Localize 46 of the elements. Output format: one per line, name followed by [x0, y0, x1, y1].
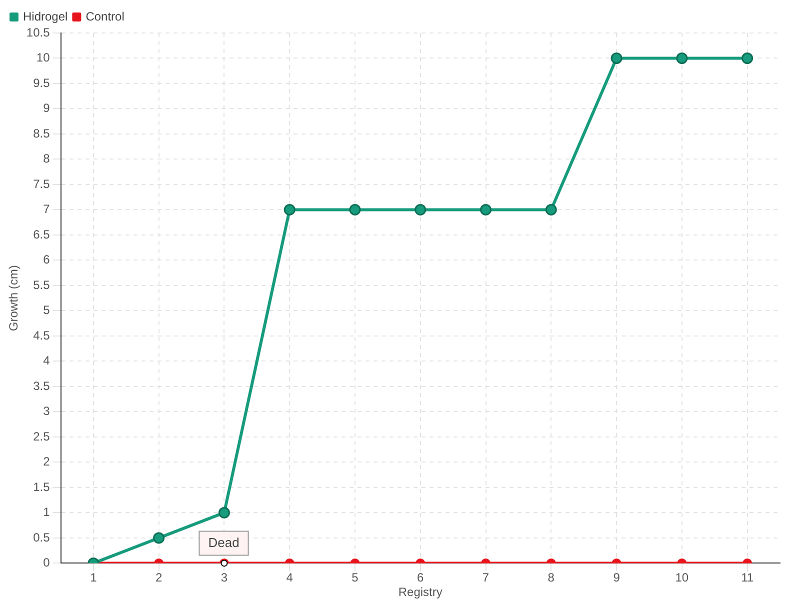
- y-tick-label: 3: [43, 404, 50, 418]
- x-tick-label: 4: [286, 570, 294, 585]
- y-tick-label: 6: [43, 252, 50, 267]
- y-tick-label: 3.5: [33, 378, 50, 393]
- x-tick-label: 11: [741, 570, 754, 585]
- y-axis-title: Growth (cm): [6, 265, 21, 332]
- point: [545, 204, 557, 216]
- point: [480, 204, 492, 216]
- point: [742, 52, 754, 64]
- y-tick-label: 10.5: [26, 25, 50, 40]
- point: [610, 52, 622, 64]
- point: [414, 204, 426, 216]
- y-tick-label: 0.5: [33, 530, 50, 544]
- y-tick-label: 1.5: [33, 480, 50, 494]
- x-axis-title: Registry: [398, 585, 442, 600]
- y-tick-label: 6.5: [33, 227, 50, 242]
- y-tick-label: 7.5: [33, 176, 50, 191]
- point: [676, 52, 688, 64]
- x-tick-label: 10: [675, 570, 689, 585]
- legend-label: Control: [86, 9, 124, 24]
- y-tick-label: 1: [43, 505, 50, 520]
- y-tick-label: 5.5: [33, 278, 50, 292]
- y-tick-label: 9.5: [33, 76, 50, 90]
- annotation: Dead: [208, 534, 240, 550]
- point: [349, 204, 361, 216]
- x-tick-label: 2: [155, 570, 162, 585]
- x-tick-label: 3: [220, 570, 228, 585]
- y-tick-label: 7: [43, 202, 50, 216]
- x-tick-label: 6: [417, 570, 424, 585]
- x-tick-label: 5: [352, 570, 359, 585]
- y-tick-label: 0: [43, 556, 50, 570]
- y-tick-label: 10: [36, 50, 50, 65]
- x-tick-label: 1: [90, 570, 98, 585]
- y-tick-label: 5: [43, 303, 50, 318]
- x-tick-label: 7: [482, 570, 490, 585]
- y-tick-label: 9: [43, 101, 50, 116]
- y-tick-label: 4: [43, 354, 50, 368]
- x-tick-label: 9: [613, 570, 620, 585]
- y-tick-label: 8.5: [33, 126, 50, 140]
- point: [284, 204, 296, 216]
- y-tick-label: 8: [43, 152, 50, 166]
- y-tick-label: 2.5: [33, 429, 50, 444]
- legend-label: Hidrogel: [23, 9, 68, 24]
- y-tick-label: 2: [43, 454, 50, 469]
- x-tick-label: 8: [548, 570, 555, 585]
- y-tick-label: 4.5: [33, 328, 50, 342]
